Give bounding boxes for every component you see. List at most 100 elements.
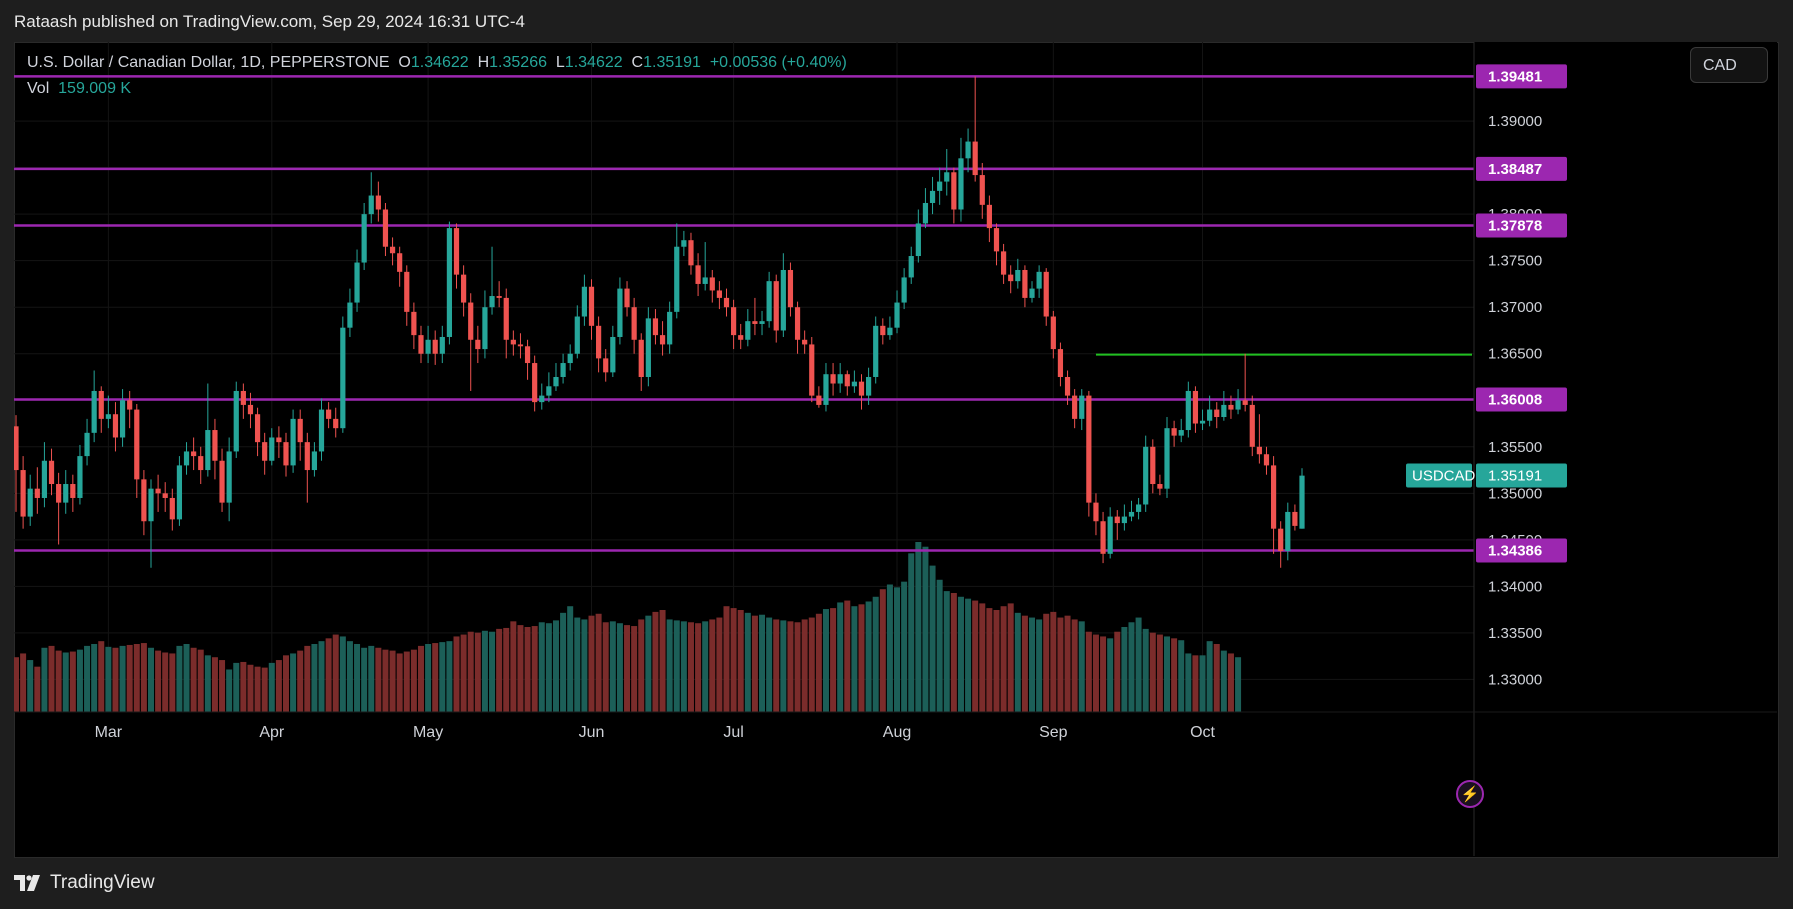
candle-body — [333, 418, 339, 429]
volume-legend: Vol 159.009 K — [27, 80, 131, 98]
candle-body — [972, 141, 978, 176]
volume-bar — [496, 628, 503, 712]
volume-bar — [886, 584, 893, 712]
volume-bar — [1220, 650, 1227, 712]
volume-bar — [950, 593, 957, 712]
time-tick-label: May — [413, 724, 443, 741]
candle-body — [752, 321, 758, 324]
candle-body — [1057, 349, 1064, 377]
volume-bar — [751, 615, 758, 712]
candle-body — [226, 451, 232, 503]
candle-body — [802, 339, 808, 345]
candle-body — [354, 262, 360, 303]
volume-bar — [140, 643, 147, 712]
time-tick-label: Oct — [1190, 724, 1215, 741]
symbol-tag — [1406, 463, 1472, 488]
volume-bar — [474, 632, 481, 712]
volume-bar — [119, 645, 126, 712]
volume-bar — [1057, 617, 1064, 712]
volume-bar — [20, 653, 27, 712]
candle-body — [1093, 502, 1099, 522]
candle-body — [1263, 454, 1270, 466]
price-axis[interactable]: 1.330001.335001.340001.345001.350001.355… — [1406, 42, 1777, 856]
high-label: H — [477, 54, 490, 71]
price-chart[interactable]: 1.330001.335001.340001.345001.350001.355… — [14, 42, 1777, 856]
candle-body — [98, 390, 104, 419]
candle-body — [134, 409, 140, 480]
time-tick-label: Sep — [1039, 724, 1068, 741]
candle-body — [738, 335, 744, 340]
volume-bar — [183, 644, 190, 712]
candle-body — [766, 281, 772, 322]
volume-bar — [709, 619, 716, 712]
candle-body — [944, 172, 950, 182]
volume-bar — [616, 623, 623, 712]
currency-button[interactable]: CAD — [1690, 47, 1768, 83]
level-price-tag — [1476, 64, 1567, 89]
time-axis[interactable]: Mar Apr May Jun Jul Aug Sep Oct — [14, 711, 1777, 741]
candle-body — [148, 488, 154, 522]
volume-bar — [1071, 619, 1078, 712]
candle-body — [588, 286, 595, 326]
volume-bar — [936, 579, 943, 712]
candle-body — [844, 374, 850, 387]
volume-bar — [417, 645, 424, 712]
volume-bar — [801, 619, 808, 712]
candle-body — [1171, 428, 1177, 436]
volume-bar — [425, 644, 432, 712]
volume-bar — [787, 621, 794, 712]
candle-body — [873, 325, 879, 377]
volume-bar — [282, 655, 289, 712]
candle-body — [240, 390, 246, 405]
volume-bar — [865, 601, 872, 712]
candle-body — [1135, 504, 1142, 512]
volume-bar — [275, 660, 282, 712]
brand-name: TradingView — [50, 872, 155, 893]
footer-brand[interactable]: TradingView — [14, 872, 155, 894]
volume-bar — [1185, 653, 1192, 712]
volume-bar — [382, 649, 389, 712]
volume-bar — [1171, 638, 1178, 712]
volume-bar — [1036, 619, 1043, 712]
volume-bar — [204, 655, 211, 712]
candle-body — [617, 288, 623, 337]
volume-bars — [14, 542, 1242, 712]
volume-bar — [510, 621, 517, 712]
volume-bar — [318, 641, 325, 712]
volume-value: 159.009 K — [58, 80, 132, 97]
candle-body — [105, 414, 111, 419]
volume-bar — [1235, 657, 1242, 712]
time-tick-label: Jul — [723, 724, 743, 741]
candle-body — [823, 374, 829, 405]
change-value: +0.00536 (+0.40%) — [709, 54, 847, 71]
candle-body — [1214, 409, 1220, 418]
candle-body — [254, 414, 261, 443]
volume-bar — [1142, 628, 1149, 712]
candle-body — [63, 484, 69, 503]
candle-body — [1100, 521, 1106, 554]
candle-body — [688, 240, 694, 266]
volume-bar — [375, 647, 382, 712]
volume-bar — [1156, 634, 1163, 712]
open-value: 1.34622 — [410, 54, 469, 71]
volume-bar — [332, 634, 339, 712]
lightning-icon[interactable]: ⚡ — [1456, 780, 1484, 808]
volume-bar — [908, 553, 915, 712]
volume-bar — [304, 645, 311, 712]
candle-body — [809, 344, 815, 396]
volume-bar — [666, 619, 673, 712]
candle-body — [532, 363, 538, 403]
candle-body — [318, 409, 325, 452]
time-tick-label: Jun — [579, 724, 605, 741]
candle-body — [1079, 395, 1085, 419]
price-tick-label: 1.36500 — [1488, 346, 1542, 363]
level-price-label: 1.38487 — [1488, 161, 1542, 178]
volume-bar — [1206, 641, 1213, 712]
candle-body — [41, 460, 48, 498]
candle-body — [461, 274, 467, 303]
volume-bar — [638, 619, 645, 712]
volume-bar — [588, 615, 595, 712]
candle-body — [262, 442, 268, 461]
volume-bar — [169, 653, 176, 712]
candle-body — [155, 488, 161, 494]
